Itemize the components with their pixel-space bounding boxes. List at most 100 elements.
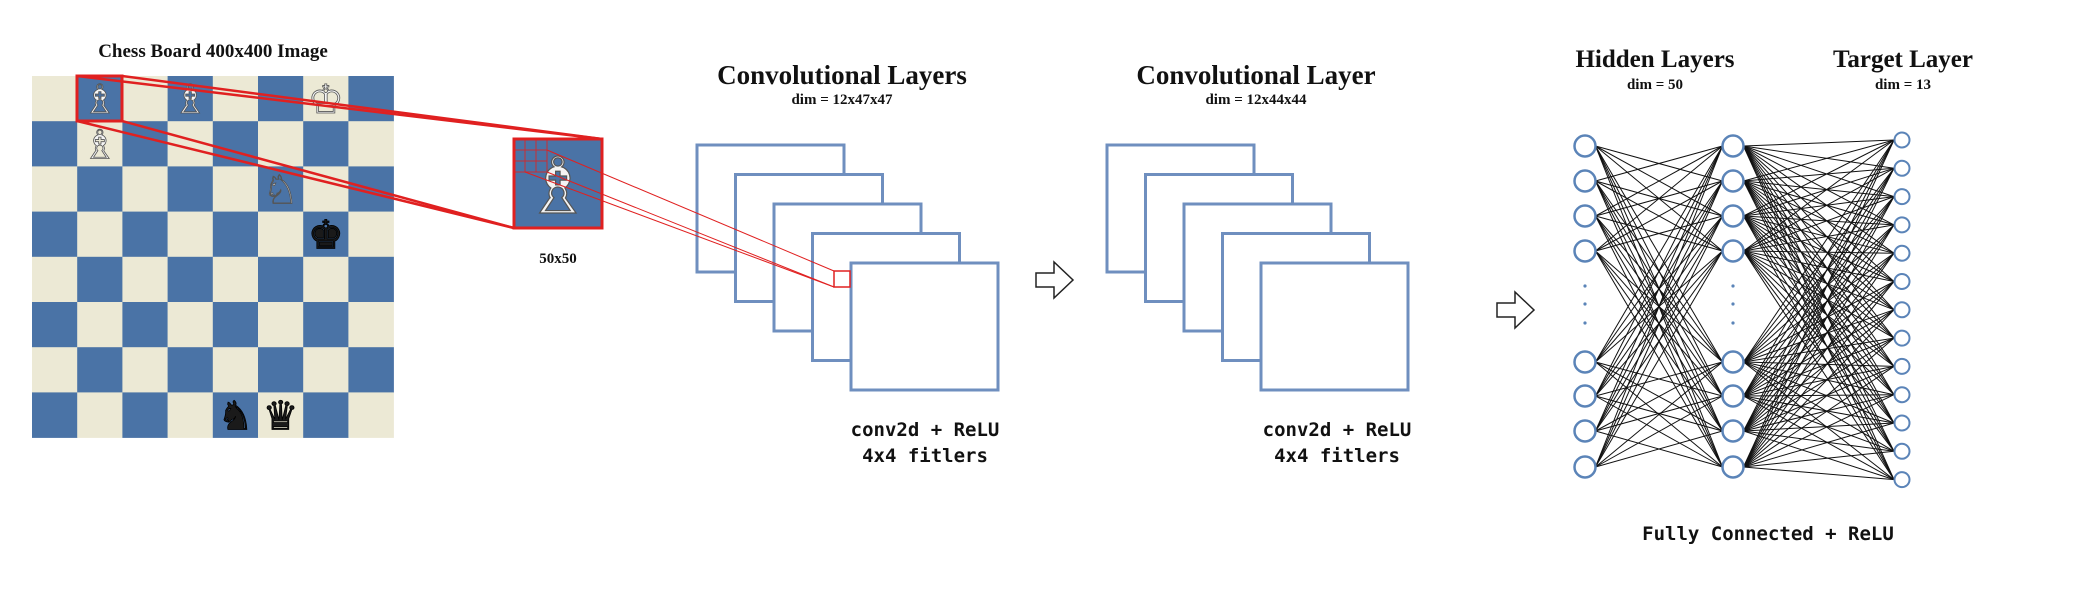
board-square (32, 302, 78, 348)
ellipsis-dots (1583, 284, 1735, 325)
fc-edge (1743, 250, 1895, 480)
conv1-caption-line2: 4x4 fitlers (862, 445, 988, 467)
board-crop-highlight (75, 74, 124, 123)
fc-edge (1743, 365, 1895, 468)
fc-edge (1743, 337, 1895, 432)
fc-edge (1595, 145, 1723, 363)
board-square (212, 392, 259, 438)
conv1-feature-maps (695, 143, 1000, 392)
fc-edge (1743, 395, 1895, 424)
board-square (167, 256, 214, 303)
board-square (258, 347, 304, 393)
crop-projection-lines (76, 74, 603, 230)
hidden-neuron (1573, 350, 1597, 374)
fc-edge (1743, 309, 1895, 468)
board-square (258, 211, 304, 258)
board-square (32, 121, 78, 167)
board-square (77, 166, 123, 212)
target-neuron (1893, 159, 1911, 177)
fc-edge (1743, 196, 1895, 468)
fc-edge (1743, 196, 1895, 432)
target-dim: dim = 13 (1875, 77, 1931, 93)
board-square (167, 211, 214, 258)
chess-pieces: ♗ ♗ ♔♗♘♚♞ ♛ (81, 77, 344, 440)
target-neuron (1893, 471, 1911, 489)
fc-edge (1743, 337, 1895, 468)
fc-edge (1743, 250, 1895, 367)
fc-edge (1743, 250, 1895, 396)
hidden-neuron (1721, 134, 1745, 158)
hidden-neuron (1573, 419, 1597, 443)
fc-edge (1595, 361, 1723, 468)
fc-edge (1595, 145, 1723, 432)
fc-edge (1743, 168, 1895, 432)
fc-edge (1743, 139, 1895, 217)
hidden-neuron (1573, 204, 1597, 228)
conv2-title: Convolutional Layer (1136, 60, 1375, 90)
zoomed-bishop-icon: ♗ (523, 142, 593, 232)
fc-edge (1743, 215, 1895, 367)
fc-edge (1595, 145, 1723, 397)
board-square (348, 256, 394, 303)
black-queen-icon: ♛ (263, 393, 299, 439)
conv1-title: Convolutional Layers (717, 60, 967, 90)
fc-edge (1743, 430, 1895, 452)
fc-edge (1743, 196, 1895, 397)
board-square (348, 392, 394, 438)
fc-edge (1595, 145, 1723, 182)
hidden-neuron (1573, 134, 1597, 158)
fc-edge (1743, 252, 1895, 363)
hidden-neuron (1721, 455, 1745, 479)
board-square (122, 256, 168, 303)
feature-map (1259, 261, 1410, 392)
fc-edge (1743, 139, 1895, 363)
hidden-neuron (1721, 204, 1745, 228)
board-square (348, 347, 394, 393)
fc-edge (1743, 196, 1895, 363)
fc-edge (1743, 224, 1895, 397)
fc-edge (1743, 394, 1895, 397)
board-square (77, 347, 123, 393)
black-king-icon: ♚ (308, 213, 344, 259)
hidden-neuron (1573, 384, 1597, 408)
fc-edge (1595, 250, 1723, 468)
target-neuron (1893, 131, 1911, 149)
board-square (212, 256, 259, 303)
target-neuron (1893, 273, 1911, 290)
board-square (167, 392, 214, 438)
zoomed-square: ♗ (512, 137, 604, 233)
fc-edge (1743, 281, 1895, 397)
fc-edge (1743, 250, 1895, 424)
target-neuron (1893, 329, 1911, 347)
fc-edge (1743, 250, 1895, 339)
chess-board (32, 76, 394, 438)
board-square (77, 76, 123, 122)
fc-edge (1743, 224, 1895, 432)
board-square (77, 256, 123, 303)
board-square (77, 211, 123, 258)
fc-edge (1743, 430, 1895, 481)
board-square (258, 392, 304, 438)
hidden-neuron (1573, 455, 1597, 479)
fc-edge (1743, 466, 1895, 481)
board-square (303, 256, 349, 303)
fc-edge (1743, 139, 1895, 468)
hidden-neuron (1721, 169, 1745, 193)
filter-window (833, 270, 851, 288)
black-knight-icon: ♞ (217, 393, 253, 439)
fc-edge (1743, 394, 1895, 468)
fc-edge (1743, 252, 1895, 397)
target-neuron (1893, 386, 1911, 404)
fc-edge (1743, 139, 1895, 397)
fc-connections (1595, 139, 1895, 481)
board-square (167, 166, 214, 212)
board-square (303, 302, 349, 348)
fc-edge (1743, 139, 1895, 432)
fc-edge (1743, 395, 1895, 481)
fc-edge (1595, 145, 1723, 217)
fc-edge (1595, 430, 1723, 468)
board-square (77, 302, 123, 348)
target-neuron (1893, 188, 1911, 206)
conv1-dim: dim = 12x47x47 (791, 92, 893, 108)
fc-edge (1743, 215, 1895, 226)
